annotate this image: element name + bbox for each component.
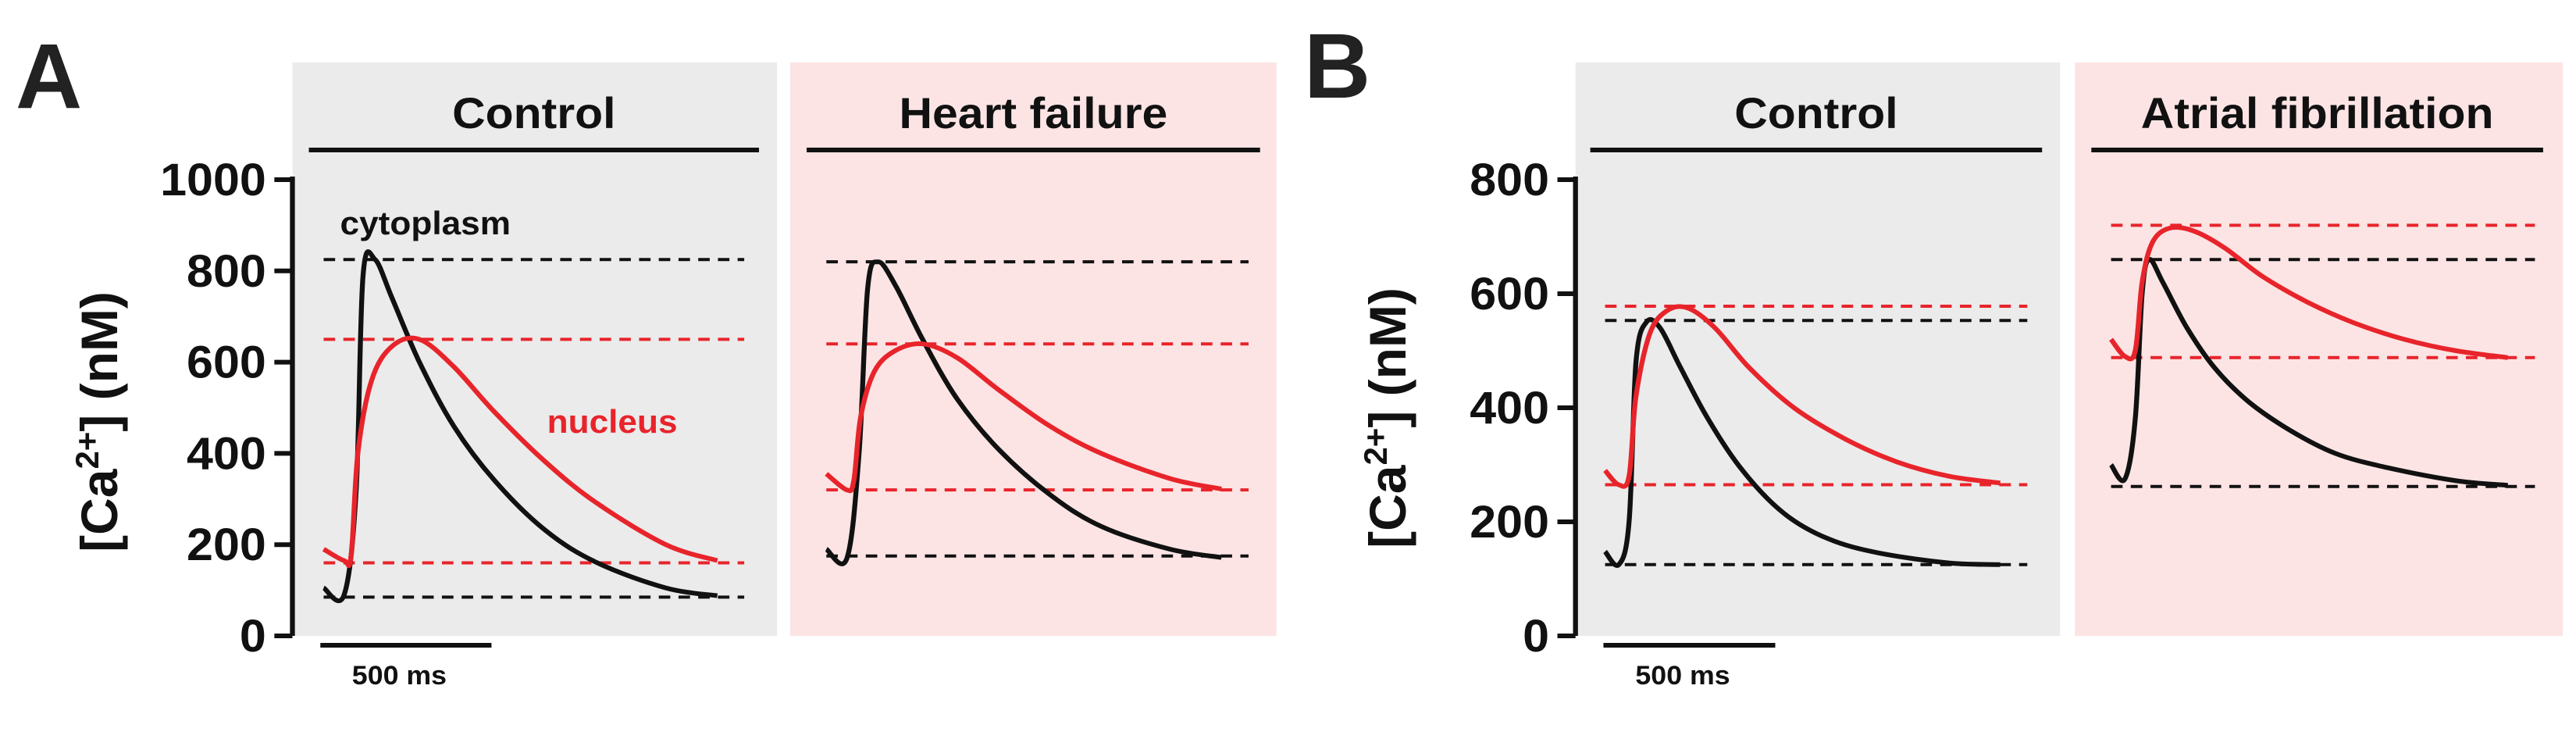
y-tick-label: 400 — [1470, 382, 1549, 433]
subpanel-title: Control — [1734, 89, 1897, 137]
subpanel-background-control — [1575, 62, 2061, 636]
scale-bar-label: 500 ms — [352, 661, 447, 691]
y-tick-label: 0 — [240, 610, 266, 661]
panel-b: Control Atrial fibrillation 0 200 400 600 800 5… — [1470, 62, 2564, 691]
annotation-cytoplasm: cytoplasm — [340, 205, 511, 242]
trace-cytoplasm — [2108, 257, 2508, 488]
y-tick-label: 200 — [1470, 496, 1549, 547]
y-axis-label-b-pre: [Ca — [1359, 464, 1416, 548]
y-tick-label: 0 — [1523, 610, 1549, 661]
trace-nucleus — [1603, 304, 2001, 489]
y-axis-label-a-pre: [Ca — [70, 468, 128, 552]
subpanel-background-disease — [790, 62, 1277, 636]
scale-bar-label: 500 ms — [1635, 661, 1730, 691]
y-axis-label-a-post: ] (nM) — [70, 291, 128, 432]
subpanel-background-control — [292, 62, 778, 636]
y-axis-label-b: [Ca2+] (nM) — [1357, 287, 1416, 548]
svg-text:[Ca2+] (nM): [Ca2+] (nM) — [69, 291, 128, 552]
panel-letter-a: A — [16, 25, 82, 128]
subpanel-background-disease — [2075, 62, 2564, 636]
subpanel-title: Heart failure — [900, 89, 1168, 137]
y-tick-label: 600 — [1470, 268, 1549, 319]
y-tick-label: 600 — [187, 337, 266, 387]
trace-nucleus — [825, 341, 1222, 494]
subpanel-title: Control — [452, 89, 615, 137]
y-tick-label: 200 — [187, 519, 266, 570]
trace-nucleus — [322, 335, 718, 569]
svg-text:[Ca2+] (nM): [Ca2+] (nM) — [1357, 287, 1416, 548]
y-axis-label-a-sup: 2+ — [69, 432, 105, 469]
y-tick-label: 800 — [1470, 154, 1549, 205]
y-axis-label-b-sup: 2+ — [1357, 428, 1394, 466]
chart-group: Control Heart failure 0 200 400 600 800 1000 500… — [160, 62, 2564, 691]
y-axis-label-a: [Ca2+] (nM) — [69, 291, 128, 552]
subpanel-title: Atrial fibrillation — [2141, 89, 2494, 137]
panel-letter-b: B — [1304, 15, 1370, 118]
y-tick-label: 400 — [187, 428, 266, 479]
y-tick-label: 800 — [187, 245, 266, 296]
trace-nucleus — [2109, 224, 2509, 362]
trace-cytoplasm — [1603, 317, 2001, 568]
annotation-nucleus: nucleus — [547, 404, 678, 441]
y-tick-label: 1000 — [160, 154, 266, 205]
y-axis-label-b-post: ] (nM) — [1359, 287, 1416, 428]
panel-a: Control Heart failure 0 200 400 600 800 1000 500… — [160, 62, 1277, 691]
